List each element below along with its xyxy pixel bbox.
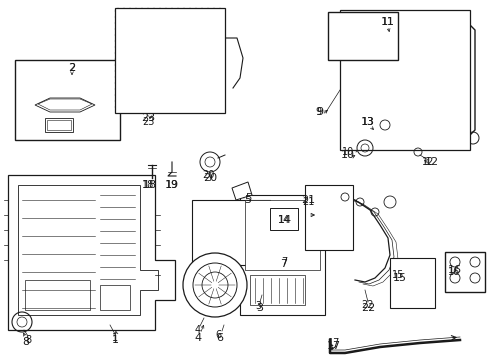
Bar bbox=[15, 60, 120, 140]
Text: 10: 10 bbox=[342, 147, 354, 157]
Text: 1: 1 bbox=[112, 335, 119, 345]
Text: 12: 12 bbox=[425, 157, 439, 167]
Circle shape bbox=[183, 253, 247, 317]
Bar bbox=[240, 195, 325, 315]
Text: 4: 4 bbox=[195, 325, 201, 335]
Text: 11: 11 bbox=[381, 17, 395, 27]
Bar bbox=[305, 185, 353, 250]
Bar bbox=[245, 200, 320, 270]
Text: 2: 2 bbox=[69, 63, 75, 73]
Text: 19: 19 bbox=[165, 180, 179, 190]
Text: 12: 12 bbox=[422, 157, 434, 167]
Bar bbox=[100, 285, 130, 310]
Text: 22: 22 bbox=[362, 300, 374, 310]
Text: 4: 4 bbox=[195, 333, 201, 343]
Text: 7: 7 bbox=[280, 259, 288, 269]
Text: 14: 14 bbox=[278, 215, 292, 225]
Text: 23: 23 bbox=[141, 113, 155, 123]
Polygon shape bbox=[8, 175, 175, 330]
Text: 9: 9 bbox=[315, 107, 321, 117]
Text: 6: 6 bbox=[215, 330, 221, 340]
Text: 3: 3 bbox=[255, 301, 261, 311]
Text: 20: 20 bbox=[203, 173, 217, 183]
Text: 16: 16 bbox=[448, 267, 460, 277]
Bar bbox=[445, 252, 485, 292]
Bar bbox=[25, 280, 90, 310]
Bar bbox=[47, 120, 71, 130]
Text: 20: 20 bbox=[202, 170, 214, 180]
Bar bbox=[192, 200, 270, 265]
Bar bbox=[250, 275, 305, 305]
Text: 23: 23 bbox=[142, 117, 154, 127]
Bar bbox=[390, 258, 435, 308]
Text: 10: 10 bbox=[341, 150, 355, 160]
Text: 18: 18 bbox=[142, 180, 154, 190]
Text: 17: 17 bbox=[328, 338, 340, 348]
Text: 11: 11 bbox=[382, 17, 394, 27]
Text: 13: 13 bbox=[362, 117, 374, 127]
Text: 21: 21 bbox=[301, 195, 315, 205]
Text: 3: 3 bbox=[256, 303, 264, 313]
Text: 17: 17 bbox=[327, 341, 341, 351]
Text: 9: 9 bbox=[317, 107, 323, 117]
Text: 6: 6 bbox=[217, 333, 223, 343]
Text: 1: 1 bbox=[112, 333, 118, 343]
Text: 5: 5 bbox=[245, 195, 251, 205]
Text: 19: 19 bbox=[166, 180, 178, 190]
Text: 18: 18 bbox=[143, 180, 157, 190]
Bar bbox=[328, 12, 398, 60]
Text: 15: 15 bbox=[392, 270, 404, 280]
Text: 8: 8 bbox=[25, 335, 31, 345]
Polygon shape bbox=[232, 182, 252, 200]
Text: 22: 22 bbox=[361, 303, 375, 313]
Text: 7: 7 bbox=[281, 257, 287, 267]
Bar bbox=[45, 118, 73, 132]
Bar bbox=[115, 8, 225, 113]
Text: 8: 8 bbox=[23, 337, 29, 347]
Text: 15: 15 bbox=[393, 273, 407, 283]
Text: 21: 21 bbox=[302, 197, 314, 207]
Text: 13: 13 bbox=[361, 117, 375, 127]
Text: 5: 5 bbox=[245, 193, 251, 203]
Text: 14: 14 bbox=[278, 215, 290, 225]
Text: 2: 2 bbox=[69, 63, 75, 73]
Bar bbox=[340, 10, 470, 150]
Bar bbox=[270, 208, 298, 230]
Text: 16: 16 bbox=[448, 265, 462, 275]
